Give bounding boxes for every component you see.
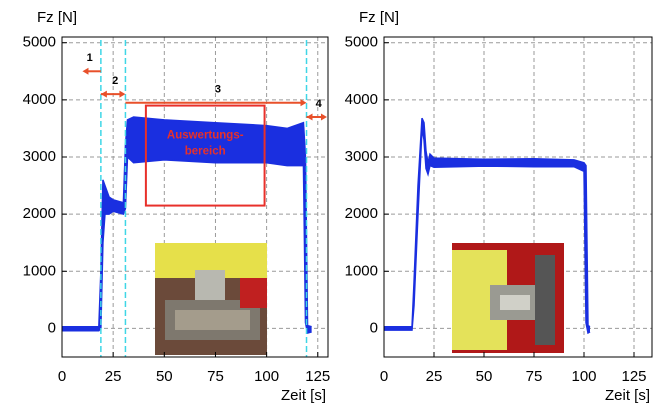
y-axis-label: Fz [N]: [359, 9, 399, 26]
x-tick-label: 50: [156, 368, 173, 385]
y-tick-label: 1000: [345, 262, 378, 279]
x-tick-label: 0: [58, 368, 66, 385]
arrow-head: [306, 113, 313, 121]
signal-lower: [384, 128, 591, 335]
arrow-head: [300, 99, 307, 107]
evaluation-label: bereich: [185, 146, 226, 158]
signal-lower: [62, 155, 312, 334]
signal-upper: [62, 116, 312, 328]
x-tick-label: 75: [207, 368, 224, 385]
arrow-head: [320, 113, 327, 121]
x-tick-label: 25: [426, 368, 443, 385]
x-tick-label: 75: [526, 368, 543, 385]
arrow-head: [82, 67, 89, 75]
signal-upper: [384, 117, 591, 328]
photo-right: [452, 243, 564, 353]
y-tick-label: 3000: [345, 148, 378, 165]
x-tick-label: 125: [305, 368, 330, 385]
y-tick-label: 5000: [23, 34, 56, 51]
y-tick-label: 3000: [23, 148, 56, 165]
y-tick-label: 1000: [23, 262, 56, 279]
photo-left: [155, 243, 267, 355]
x-tick-label: 0: [380, 368, 388, 385]
phase-label: 2: [112, 75, 118, 87]
plot-frame: [61, 36, 329, 358]
arrow-head: [119, 90, 126, 98]
plot-frame: [383, 36, 653, 358]
x-tick-label: 100: [254, 368, 279, 385]
evaluation-label: Auswertungs-: [167, 130, 244, 142]
x-axis-label: Zeit [s]: [605, 387, 650, 404]
y-tick-label: 2000: [23, 205, 56, 222]
phase-label: 3: [215, 84, 221, 96]
y-tick-label: 0: [370, 319, 378, 336]
y-axis-label: Fz [N]: [37, 9, 77, 26]
y-tick-label: 2000: [345, 205, 378, 222]
y-tick-label: 4000: [345, 91, 378, 108]
phase-label: 1: [87, 52, 93, 64]
arrow-head: [100, 90, 107, 98]
x-tick-label: 50: [476, 368, 493, 385]
x-axis-label: Zeit [s]: [281, 387, 326, 404]
signal-band: [62, 117, 312, 333]
x-tick-label: 100: [571, 368, 596, 385]
phase-label: 4: [316, 98, 323, 110]
y-tick-label: 4000: [23, 91, 56, 108]
x-tick-label: 125: [621, 368, 646, 385]
y-tick-label: 5000: [345, 34, 378, 51]
x-tick-label: 25: [105, 368, 122, 385]
signal-band: [384, 118, 590, 334]
evaluation-box: [144, 104, 266, 207]
y-tick-label: 0: [48, 319, 56, 336]
